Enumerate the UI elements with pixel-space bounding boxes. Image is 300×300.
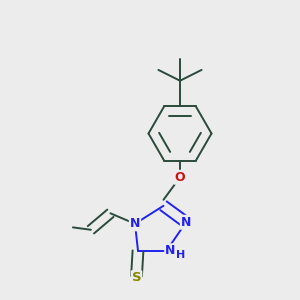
Text: N: N <box>130 217 140 230</box>
Text: N: N <box>181 216 191 229</box>
Text: H: H <box>176 250 185 260</box>
Text: N: N <box>165 244 176 257</box>
Text: O: O <box>175 171 185 184</box>
Text: S: S <box>132 271 141 284</box>
